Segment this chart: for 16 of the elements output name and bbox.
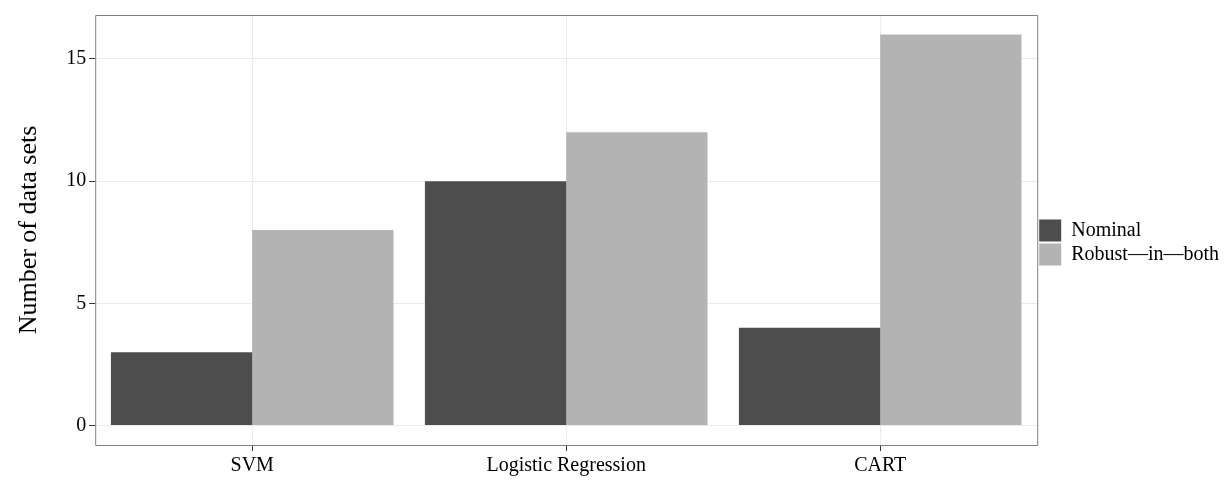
x-tick-label: Logistic Regression [486,453,646,477]
x-tick-label: SVM [230,453,275,476]
legend-label: Nominal [1071,217,1142,240]
y-axis-title: Number of data sets [13,125,43,335]
bar [738,327,881,425]
bar [424,181,567,425]
y-tick-label: 15 [66,46,87,69]
bar [880,34,1022,425]
y-tick-label: 5 [76,290,87,313]
y-tick-label: 10 [66,168,87,191]
legend-label: Robust—in—both [1071,241,1219,264]
bar [252,230,394,425]
bar [110,352,253,425]
y-tick-label: 0 [76,412,87,435]
x-tick-label: CART [854,453,907,476]
bar [566,132,708,425]
